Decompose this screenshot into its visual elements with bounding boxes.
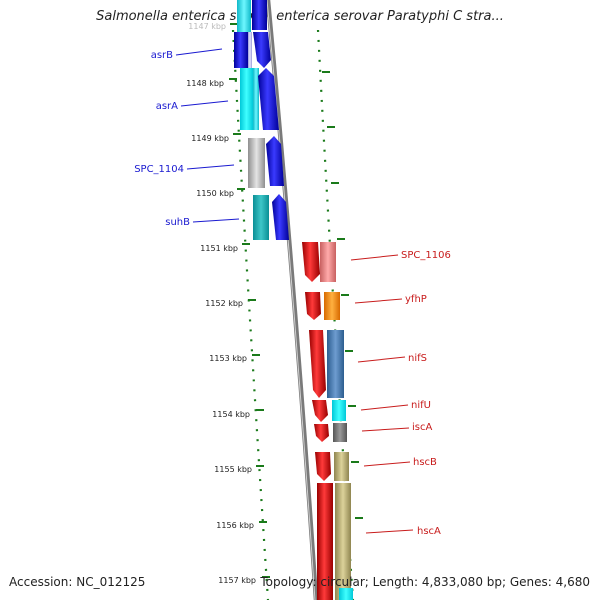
gene-feature-asrA-cog-2[interactable] — [253, 68, 259, 130]
gene-label-nifS[interactable]: nifS — [408, 353, 427, 364]
gene-feature-asrA-cog[interactable] — [240, 68, 253, 130]
kbp-label-1152: 1152 kbp — [205, 299, 243, 308]
kbp-label-1154: 1154 kbp — [212, 410, 250, 419]
kbp-label-1149: 1149 kbp — [191, 134, 229, 143]
gene-feature-hscA-arrow[interactable] — [317, 483, 333, 600]
kbp-label-1148: 1148 kbp — [186, 79, 224, 88]
kbp-label-1150: 1150 kbp — [196, 189, 234, 198]
gene-feature-hscB-arrow[interactable] — [315, 452, 331, 481]
label-line-nifU — [360, 404, 409, 411]
label-line-asrB — [175, 48, 223, 56]
gene-feature-SPC_1106-arrow[interactable] — [302, 242, 320, 282]
gene-feature-yfhP-arrow[interactable] — [305, 292, 321, 320]
gene-feature-asrB-cog[interactable] — [234, 32, 248, 68]
gene-feature-SPC_1106-cog[interactable] — [320, 242, 336, 282]
gene-feature-nifS-cog[interactable] — [327, 330, 344, 398]
gene-feature-SPC_1104-arrow[interactable] — [266, 136, 284, 186]
accession-label: Accession: NC_012125 — [9, 575, 146, 589]
label-line-hscA — [365, 529, 414, 534]
gene-label-hscB[interactable]: hscB — [413, 457, 437, 468]
gene-label-iscA[interactable]: iscA — [412, 422, 432, 433]
label-line-yfhP — [354, 298, 403, 304]
label-line-nifS — [357, 356, 406, 363]
gene-feature-suhB-cog[interactable] — [253, 195, 269, 240]
gene-label-nifU[interactable]: nifU — [411, 400, 431, 411]
kbp-label-1157: 1157 kbp — [218, 576, 256, 585]
kbp-label-1153: 1153 kbp — [209, 354, 247, 363]
gene-feature-iscA-cog[interactable] — [333, 423, 347, 442]
gene-feature-asrB-cog-2[interactable] — [248, 32, 252, 68]
map-title: Salmonella enterica subsp. enterica sero… — [96, 9, 504, 24]
gene-label-SPC_1106[interactable]: SPC_1106 — [401, 250, 451, 261]
label-line-SPC_1106 — [350, 254, 399, 261]
gene-feature-asrA-arrow[interactable] — [258, 68, 279, 130]
gene-feature-yfhP-cog[interactable] — [324, 292, 340, 320]
label-line-suhB — [192, 218, 240, 223]
gene-feature-SPC_1104-cog[interactable] — [248, 138, 265, 188]
topology-label: Topology: circular; Length: 4,833,080 bp… — [260, 575, 590, 589]
gene-feature-top-strand[interactable] — [252, 0, 267, 30]
gene-feature-nifS-arrow[interactable] — [309, 330, 326, 398]
gene-feature-hscA-cog[interactable] — [335, 483, 351, 600]
label-line-hscB — [363, 461, 411, 467]
gene-feature-suhB-arrow[interactable] — [272, 194, 289, 240]
kbp-tick-marks — [229, 23, 270, 578]
inner-tick-marks — [322, 71, 363, 519]
gene-label-asrA[interactable]: asrA — [156, 101, 178, 112]
kbp-label-1147: 1147 kbp — [188, 22, 226, 31]
gene-label-suhB[interactable]: suhB — [165, 217, 190, 228]
gene-feature-bottom-cog[interactable] — [339, 588, 353, 600]
kbp-label-1156: 1156 kbp — [216, 521, 254, 530]
gene-feature-top-cog[interactable] — [237, 0, 251, 32]
genome-backbone — [265, 0, 319, 600]
kbp-label-1151: 1151 kbp — [200, 244, 238, 253]
gene-feature-nifU-cog[interactable] — [332, 400, 346, 421]
kbp-label-1155: 1155 kbp — [214, 465, 252, 474]
gene-feature-nifU-arrow[interactable] — [312, 400, 328, 422]
gene-feature-asrB-arrow[interactable] — [253, 32, 271, 68]
gene-label-SPC_1104[interactable]: SPC_1104 — [134, 164, 184, 175]
label-line-asrA — [180, 100, 229, 107]
gene-label-hscA[interactable]: hscA — [417, 526, 441, 537]
label-line-SPC_1104 — [186, 164, 235, 170]
gene-label-yfhP[interactable]: yfhP — [405, 294, 427, 305]
gene-feature-iscA-arrow[interactable] — [314, 424, 329, 442]
label-line-iscA — [361, 427, 410, 432]
gene-label-asrB[interactable]: asrB — [151, 50, 173, 61]
gene-feature-hscB-cog[interactable] — [334, 452, 349, 481]
